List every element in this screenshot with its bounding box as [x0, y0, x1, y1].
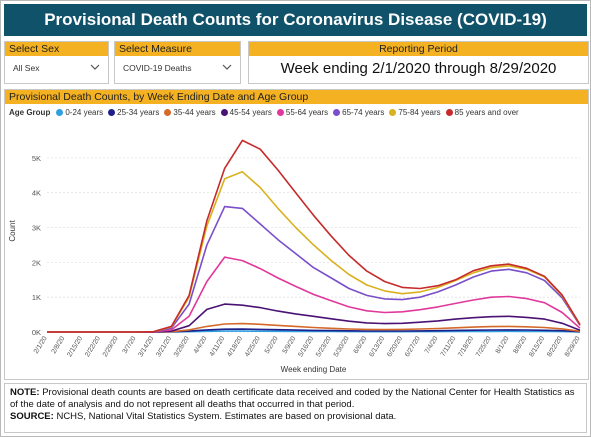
- legend-item[interactable]: 85 years and over: [445, 108, 519, 117]
- note-text: Provisional death counts are based on de…: [10, 387, 575, 410]
- legend-item[interactable]: 65-74 years: [333, 108, 384, 117]
- x-tick-label: 8/15/20: [528, 335, 546, 358]
- x-tick-label: 7/11/20: [440, 335, 458, 358]
- x-tick-label: 6/6/20: [353, 335, 369, 355]
- y-tick-label: 1K: [32, 293, 41, 302]
- x-tick-label: 8/29/20: [564, 335, 582, 358]
- legend-title: Age Group: [9, 108, 51, 117]
- legend-label: 85 years and over: [454, 108, 519, 117]
- x-tick-label: 5/30/20: [333, 335, 351, 358]
- x-tick-label: 2/15/20: [66, 335, 84, 358]
- legend-label: 65-74 years: [342, 108, 385, 117]
- legend-label: 25-34 years: [117, 108, 160, 117]
- y-tick-label: 5K: [32, 154, 41, 163]
- line-chart: 0K 1K 2K 3K 4K 5K 2/1/20 2/8/20 2/15/20 2/22/20 2/…: [8, 139, 582, 374]
- legend-label: 75-84 years: [398, 108, 441, 117]
- legend-swatch: [164, 109, 172, 116]
- x-tick-label: 4/4/20: [193, 335, 209, 355]
- chart-header: Provisional Death Counts, by Week Ending…: [5, 90, 588, 104]
- measure-filter-selected: COVID-19 Deaths: [123, 63, 192, 73]
- y-tick-label: 2K: [32, 258, 41, 267]
- reporting-period-label: Reporting Period: [249, 42, 588, 56]
- x-tick-label: 4/11/20: [209, 335, 227, 358]
- x-tick-label: 7/25/20: [475, 335, 493, 358]
- x-tick-label: 3/14/20: [137, 335, 155, 358]
- x-tick-label: 6/27/20: [404, 335, 422, 358]
- series-line: [47, 139, 581, 333]
- x-tick-label: 7/18/20: [457, 335, 475, 358]
- legend-item[interactable]: 75-84 years: [389, 108, 441, 117]
- page-title: Provisional Death Counts for Coronavirus…: [4, 4, 587, 36]
- x-tick-label: 2/29/20: [102, 335, 120, 358]
- x-tick-label: 5/23/20: [315, 335, 333, 358]
- legend-swatch: [220, 109, 228, 116]
- legend-swatch: [445, 109, 453, 116]
- chart-panel: Provisional Death Counts, by Week Ending…: [4, 89, 589, 380]
- legend-swatch: [108, 109, 116, 116]
- sex-filter[interactable]: Select Sex All Sex: [4, 41, 109, 84]
- legend-label: 0-24 years: [65, 108, 104, 117]
- measure-filter[interactable]: Select Measure COVID-19 Deaths: [114, 41, 241, 84]
- x-tick-label: 2/22/20: [84, 335, 102, 358]
- legend-label: 45-54 years: [229, 108, 272, 117]
- source-text: NCHS, National Vital Statistics System. …: [53, 411, 397, 422]
- measure-filter-value[interactable]: COVID-19 Deaths: [115, 56, 240, 80]
- x-tick-label: 5/9/20: [281, 335, 297, 355]
- x-tick-label: 8/22/20: [546, 335, 564, 358]
- legend-swatch: [389, 109, 397, 116]
- x-tick-label: 2/1/20: [33, 335, 49, 355]
- chart-legend: Age Group 0-24 years 25-34 years 35-44 yea…: [9, 108, 524, 117]
- reporting-period: Reporting Period Week ending 2/1/2020 th…: [248, 41, 589, 84]
- series-line: [47, 171, 581, 333]
- x-tick-label: 5/2/20: [264, 335, 280, 355]
- legend-label: 55-64 years: [285, 108, 329, 117]
- x-axis-title: Week ending Date: [281, 365, 347, 374]
- notes-panel: NOTE: Provisional death counts are based…: [4, 383, 587, 433]
- note-line: NOTE: Provisional death counts are based…: [10, 387, 581, 411]
- y-axis-title: Count: [8, 220, 17, 242]
- legend-swatch: [333, 109, 341, 116]
- x-tick-label: 4/18/20: [226, 335, 244, 358]
- x-tick-label: 4/25/20: [244, 335, 262, 358]
- reporting-period-value: Week ending 2/1/2020 through 8/29/2020: [280, 60, 557, 77]
- source-line: SOURCE: NCHS, National Vital Statistics …: [10, 411, 581, 423]
- legend-label: 35-44 years: [173, 108, 216, 117]
- legend-item[interactable]: 55-64 years: [276, 108, 329, 117]
- sex-filter-selected: All Sex: [13, 63, 40, 73]
- x-tick-label: 8/8/20: [512, 335, 528, 355]
- sex-filter-value[interactable]: All Sex: [5, 56, 108, 80]
- x-tick-label: 7/4/20: [424, 335, 440, 355]
- sex-filter-label: Select Sex: [5, 42, 108, 56]
- x-tick-label: 2/8/20: [51, 335, 67, 355]
- legend-swatch: [276, 109, 284, 116]
- x-tick-label: 6/20/20: [386, 335, 404, 358]
- series-line: [47, 205, 581, 333]
- chevron-down-icon[interactable]: [90, 62, 100, 72]
- measure-filter-label: Select Measure: [115, 42, 240, 56]
- x-tick-label: 8/1/20: [495, 335, 511, 355]
- chevron-down-icon[interactable]: [222, 62, 232, 72]
- x-tick-label: 6/13/20: [368, 335, 386, 358]
- x-tick-label: 3/21/20: [155, 335, 173, 358]
- source-label: SOURCE:: [10, 411, 54, 422]
- legend-swatch: [56, 109, 64, 116]
- legend-item[interactable]: 25-34 years: [108, 108, 159, 117]
- legend-item[interactable]: 35-44 years: [164, 108, 216, 117]
- x-tick-label: 3/28/20: [173, 335, 191, 358]
- y-tick-label: 4K: [32, 189, 41, 198]
- legend-item[interactable]: 45-54 years: [220, 108, 272, 117]
- x-tick-label: 3/7/20: [122, 335, 138, 355]
- note-label: NOTE:: [10, 387, 40, 398]
- y-tick-label: 0K: [32, 328, 41, 337]
- y-tick-label: 3K: [32, 224, 41, 233]
- legend-item[interactable]: 0-24 years: [56, 108, 103, 117]
- x-tick-label: 5/16/20: [297, 335, 315, 358]
